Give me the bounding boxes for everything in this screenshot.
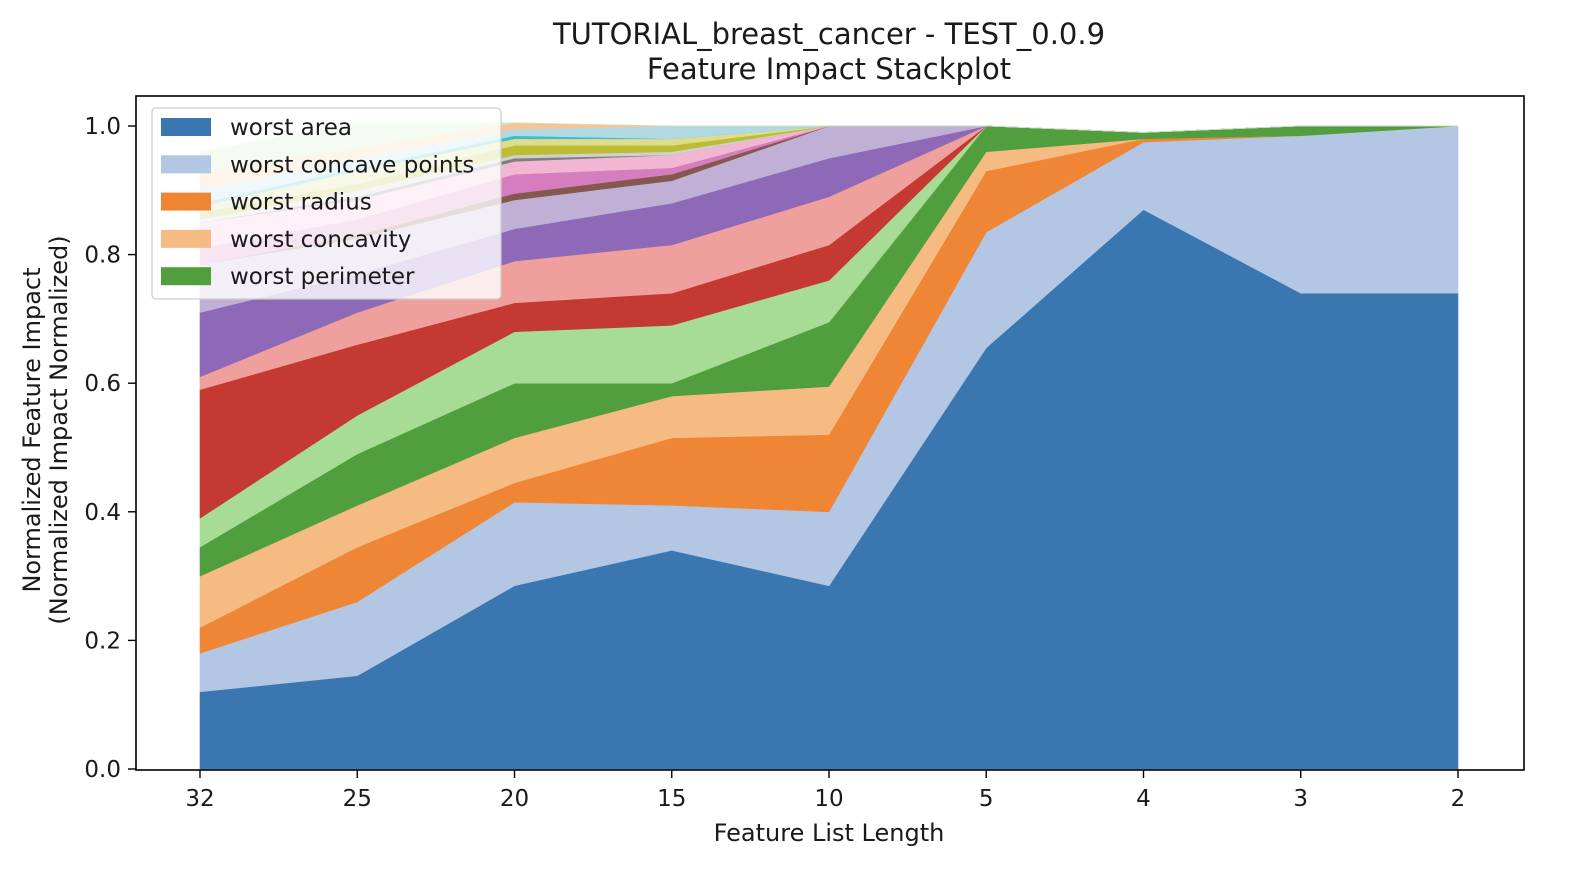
legend-label: worst radius — [230, 190, 372, 216]
y-tick-label: 0.2 — [84, 628, 121, 654]
legend-swatch — [161, 155, 211, 174]
chart-subtitle: Feature Impact Stackplot — [647, 52, 1011, 86]
legend-swatch — [161, 118, 211, 136]
legend-label: worst concavity — [230, 227, 411, 253]
y-axis: 0.0 0.2 0.4 0.6 0.8 1.0 — [84, 114, 136, 783]
y-tick-label: 0.0 — [84, 757, 121, 783]
y-tick-label: 0.6 — [84, 371, 121, 397]
chart-title: TUTORIAL_breast_cancer - TEST_0.0.9 — [552, 17, 1105, 51]
y-tick-label: 0.8 — [84, 243, 121, 269]
x-tick-label: 10 — [814, 786, 843, 812]
legend-label: worst area — [230, 115, 352, 141]
legend-swatch — [161, 229, 211, 248]
x-tick-label: 4 — [1136, 786, 1151, 812]
x-tick-label: 25 — [343, 786, 372, 812]
legend-label: worst concave points — [230, 152, 474, 178]
plot-frame — [135, 95, 1525, 771]
legend-swatch — [161, 192, 211, 211]
y-tick-label: 1.0 — [84, 114, 121, 140]
legend-swatch — [161, 267, 211, 286]
legend: worst area worst concave points worst radi… — [151, 107, 502, 300]
y-axis-label-line2: (Normalized Impact Normalized) — [45, 235, 73, 624]
x-axis: 32 25 20 15 10 5 4 3 2 — [185, 770, 1465, 812]
y-tick-label: 0.4 — [84, 500, 121, 526]
x-tick-label: 5 — [979, 786, 994, 812]
x-tick-label: 20 — [500, 786, 529, 812]
y-axis-label-line1: Normalized Feature Impact — [18, 267, 46, 592]
x-tick-label: 2 — [1451, 786, 1466, 812]
legend-box — [151, 107, 502, 300]
x-axis-label: Feature List Length — [714, 819, 945, 847]
legend-label: worst perimeter — [230, 264, 415, 290]
x-tick-label: 32 — [185, 786, 214, 812]
x-tick-label: 3 — [1293, 786, 1308, 812]
x-tick-label: 15 — [657, 786, 686, 812]
